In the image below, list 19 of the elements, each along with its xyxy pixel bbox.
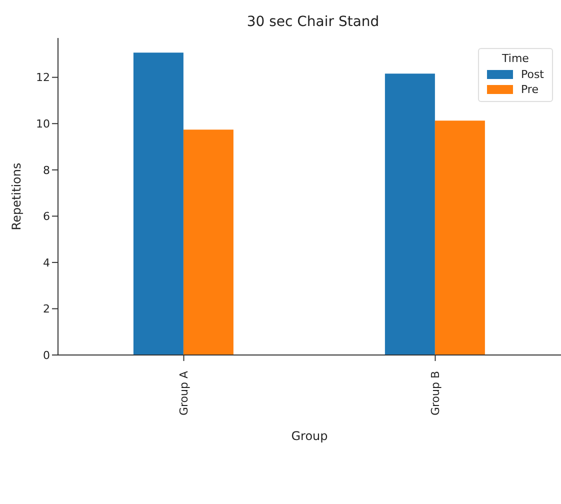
y-tick-label: 10: [36, 118, 50, 131]
bar: [384, 74, 435, 355]
y-tick-label: 12: [36, 71, 50, 84]
x-axis-title: Group: [291, 429, 328, 443]
chart-title: 30 sec Chair Stand: [246, 14, 380, 30]
y-axis-title: Repetitions: [9, 162, 24, 230]
y-tick-label: 4: [43, 256, 50, 270]
y-tick-label: 6: [43, 210, 50, 224]
bar: [183, 130, 234, 355]
y-tick-label: 2: [43, 302, 50, 316]
bar: [133, 52, 184, 355]
legend-label: Post: [520, 68, 544, 81]
legend-label: Pre: [520, 83, 538, 96]
x-tick-label: Group B: [428, 371, 442, 416]
legend-title: Time: [501, 52, 530, 65]
bar: [434, 120, 485, 355]
y-tick-label: 0: [43, 348, 50, 362]
x-tick-label: Group A: [177, 370, 190, 416]
y-tick-label: 8: [43, 164, 50, 177]
